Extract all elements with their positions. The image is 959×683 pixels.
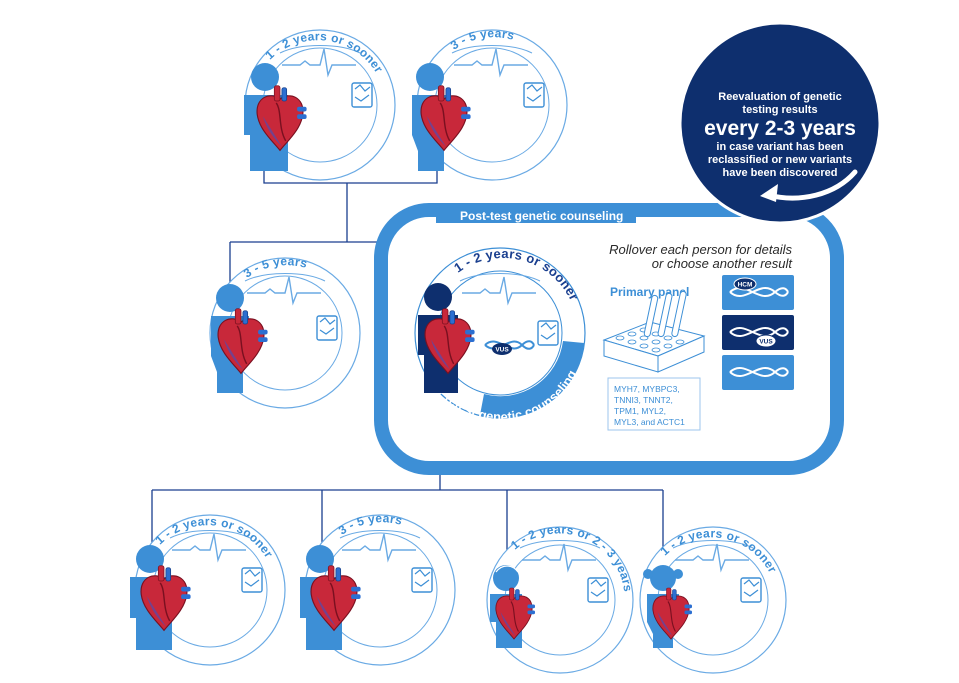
reevaluation-badge: Reevaluation of genetic testing results … — [678, 21, 882, 225]
rollover-line-1: Rollover each person for details — [609, 242, 792, 257]
dna-icon — [729, 326, 789, 338]
primary-panel: Primary panel MYH7, MYBPC3, TNNI3, TNNT2… — [602, 285, 706, 431]
post-test-label: Post-test genetic counseling — [460, 209, 623, 223]
device-icon — [523, 82, 545, 108]
reeval-arrow-icon — [765, 169, 858, 201]
gene-line-2: TNNI3, TNNT2, — [614, 395, 673, 405]
result-button-hcm[interactable]: HCM — [722, 275, 794, 310]
person-child-1[interactable]: 1 - 2 years or sooner — [130, 514, 286, 666]
reeval-line-2: testing results — [742, 104, 817, 116]
rollover-line-2: or choose another result — [652, 256, 794, 271]
result-button-vus[interactable]: VUS — [722, 315, 794, 350]
reeval-line-6: have been discovered — [723, 167, 838, 179]
person-child-3[interactable]: 1 - 2 years or 2 - 3 years — [486, 522, 635, 674]
device-icon — [351, 82, 373, 108]
device-icon — [587, 577, 609, 603]
device-icon — [740, 577, 762, 603]
primary-panel-title: Primary panel — [610, 285, 689, 299]
test-tube-tray-icon — [602, 290, 706, 373]
result-tag-vus: VUS — [759, 339, 773, 346]
reeval-headline: every 2-3 years — [704, 117, 856, 140]
gene-line-1: MYH7, MYBPC3, — [614, 384, 680, 394]
result-tag-hcm: HCM — [738, 282, 753, 289]
gene-line-3: TPM1, MYL2, — [614, 406, 666, 416]
gene-list-box — [607, 377, 701, 431]
person-grandfather[interactable]: 1 - 2 years or sooner — [244, 29, 396, 181]
vus-tag: VUS — [495, 347, 509, 354]
reeval-line-5: reclassified or new variants — [708, 154, 852, 166]
reeval-line-1: Reevaluation of genetic — [718, 91, 841, 103]
device-icon — [411, 567, 433, 593]
result-button-negative[interactable] — [722, 355, 794, 390]
person-child-2[interactable]: 3 - 5 years — [300, 511, 456, 666]
device-icon — [241, 567, 263, 593]
person-grandmother[interactable]: 3 - 5 years — [412, 26, 568, 181]
gene-line-4: MYL3, and ACTC1 — [614, 417, 685, 427]
device-icon — [537, 320, 559, 346]
dna-icon — [729, 366, 789, 378]
person-proband[interactable]: 1 - 2 years or sooner Pretest genetic co… — [414, 246, 586, 424]
device-icon — [316, 315, 338, 341]
reeval-line-4: in case variant has been — [716, 141, 843, 153]
person-aunt[interactable]: 3 - 5 years — [209, 254, 361, 409]
person-child-4[interactable]: 1 - 2 years or sooner — [639, 526, 787, 674]
